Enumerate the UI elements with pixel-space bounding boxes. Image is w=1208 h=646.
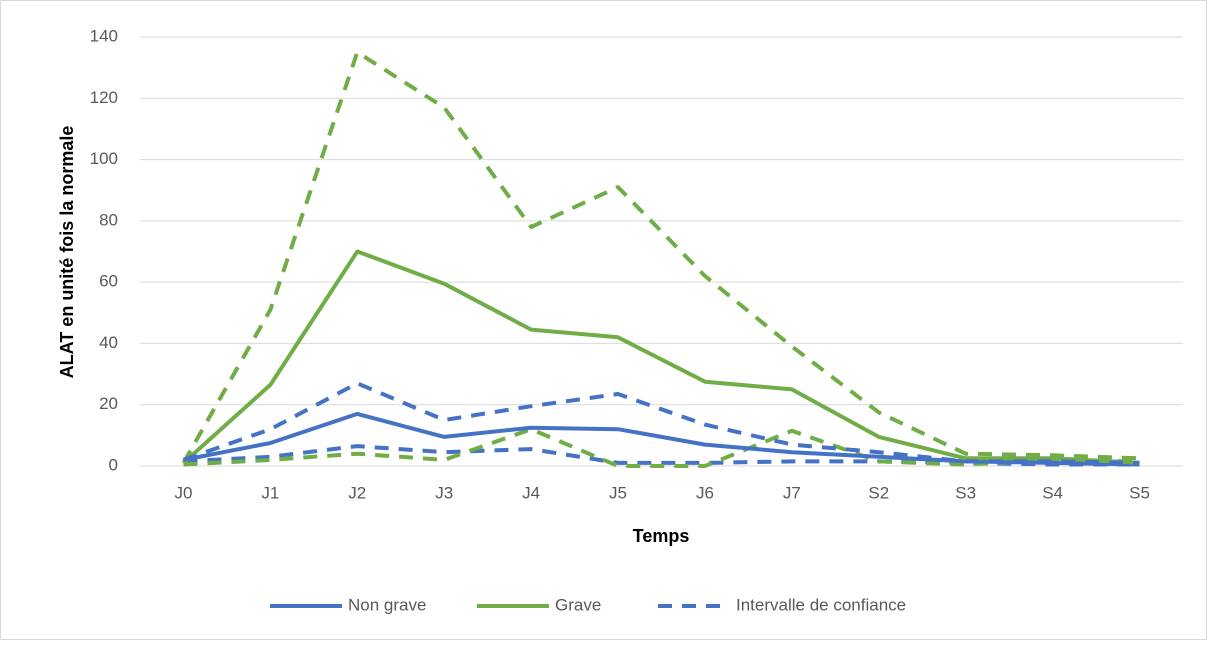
x-tick-label: J0	[174, 483, 192, 502]
y-tick-label: 20	[99, 394, 118, 413]
series-line	[183, 427, 1140, 468]
y-tick-label: 120	[90, 88, 118, 107]
x-tick-label: J5	[609, 483, 627, 502]
x-tick-label: J4	[522, 483, 540, 502]
series-line	[181, 50, 1140, 464]
y-tick-label: 40	[99, 333, 118, 352]
x-tick-label: S3	[955, 483, 976, 502]
y-axis-label: ALAT en unité fois la normale	[57, 126, 77, 379]
y-tick-label: 0	[109, 455, 118, 474]
x-tick-label: J3	[435, 483, 453, 502]
y-tick-label: 140	[90, 26, 118, 45]
y-tick-label: 60	[99, 272, 118, 291]
x-tick-label: J7	[783, 483, 801, 502]
x-tick-label: J2	[348, 483, 366, 502]
series-line	[183, 411, 1140, 467]
x-tick-label: J1	[261, 483, 279, 502]
x-tick-label: S5	[1129, 483, 1150, 502]
legend-label: Grave	[555, 595, 601, 614]
series-line	[182, 249, 1140, 465]
y-tick-label: 100	[90, 149, 118, 168]
legend-label: Non grave	[348, 595, 426, 614]
x-tick-label: S2	[868, 483, 889, 502]
y-tick-label: 80	[99, 210, 118, 229]
x-axis-label: Temps	[633, 526, 690, 546]
series-line	[182, 381, 1140, 465]
x-tick-label: J6	[696, 483, 714, 502]
legend-label: Intervalle de confiance	[736, 595, 906, 614]
x-tick-label: S4	[1042, 483, 1063, 502]
